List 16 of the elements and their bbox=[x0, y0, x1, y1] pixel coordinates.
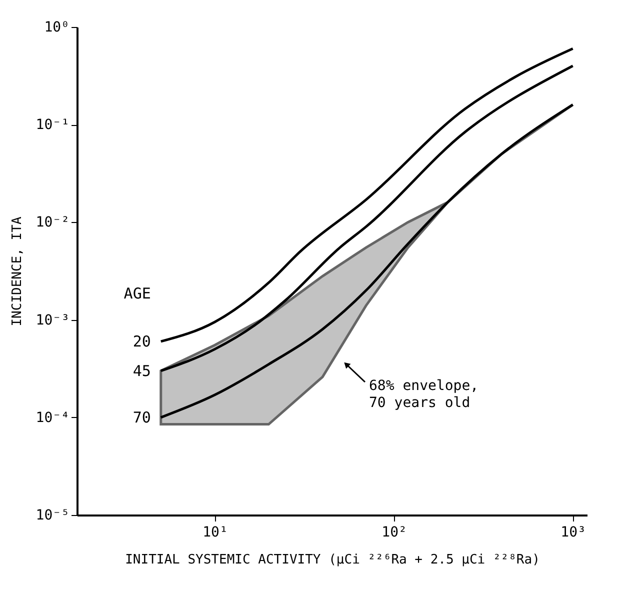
x-tick-label: 10¹ bbox=[202, 524, 228, 540]
y-tick-label: 10⁻³ bbox=[36, 312, 70, 328]
y-tick-label: 10⁻⁵ bbox=[36, 508, 70, 524]
x-axis-title: INITIAL SYSTEMIC ACTIVITY (µCi ²²⁶Ra + 2.5 µCi ²²⁸Ra) bbox=[125, 552, 540, 568]
x-tick-label: 10³ bbox=[560, 524, 586, 540]
y-tick-label: 10⁻¹ bbox=[36, 117, 70, 134]
y-tick-label: 10⁻² bbox=[36, 214, 70, 231]
y-tick-label: 10⁻⁴ bbox=[36, 410, 70, 426]
y-axis-title: INCIDENCE, ITA bbox=[10, 216, 25, 326]
y-tick-label: 10⁰ bbox=[44, 20, 70, 36]
x-tick-label: 10² bbox=[382, 524, 407, 540]
series-label: 45 bbox=[132, 362, 151, 380]
annotation: 68% envelope, 70 years old bbox=[369, 378, 479, 411]
legend-title: AGE bbox=[124, 284, 151, 302]
series-label: 20 bbox=[132, 332, 151, 350]
series-label: 70 bbox=[132, 408, 151, 426]
